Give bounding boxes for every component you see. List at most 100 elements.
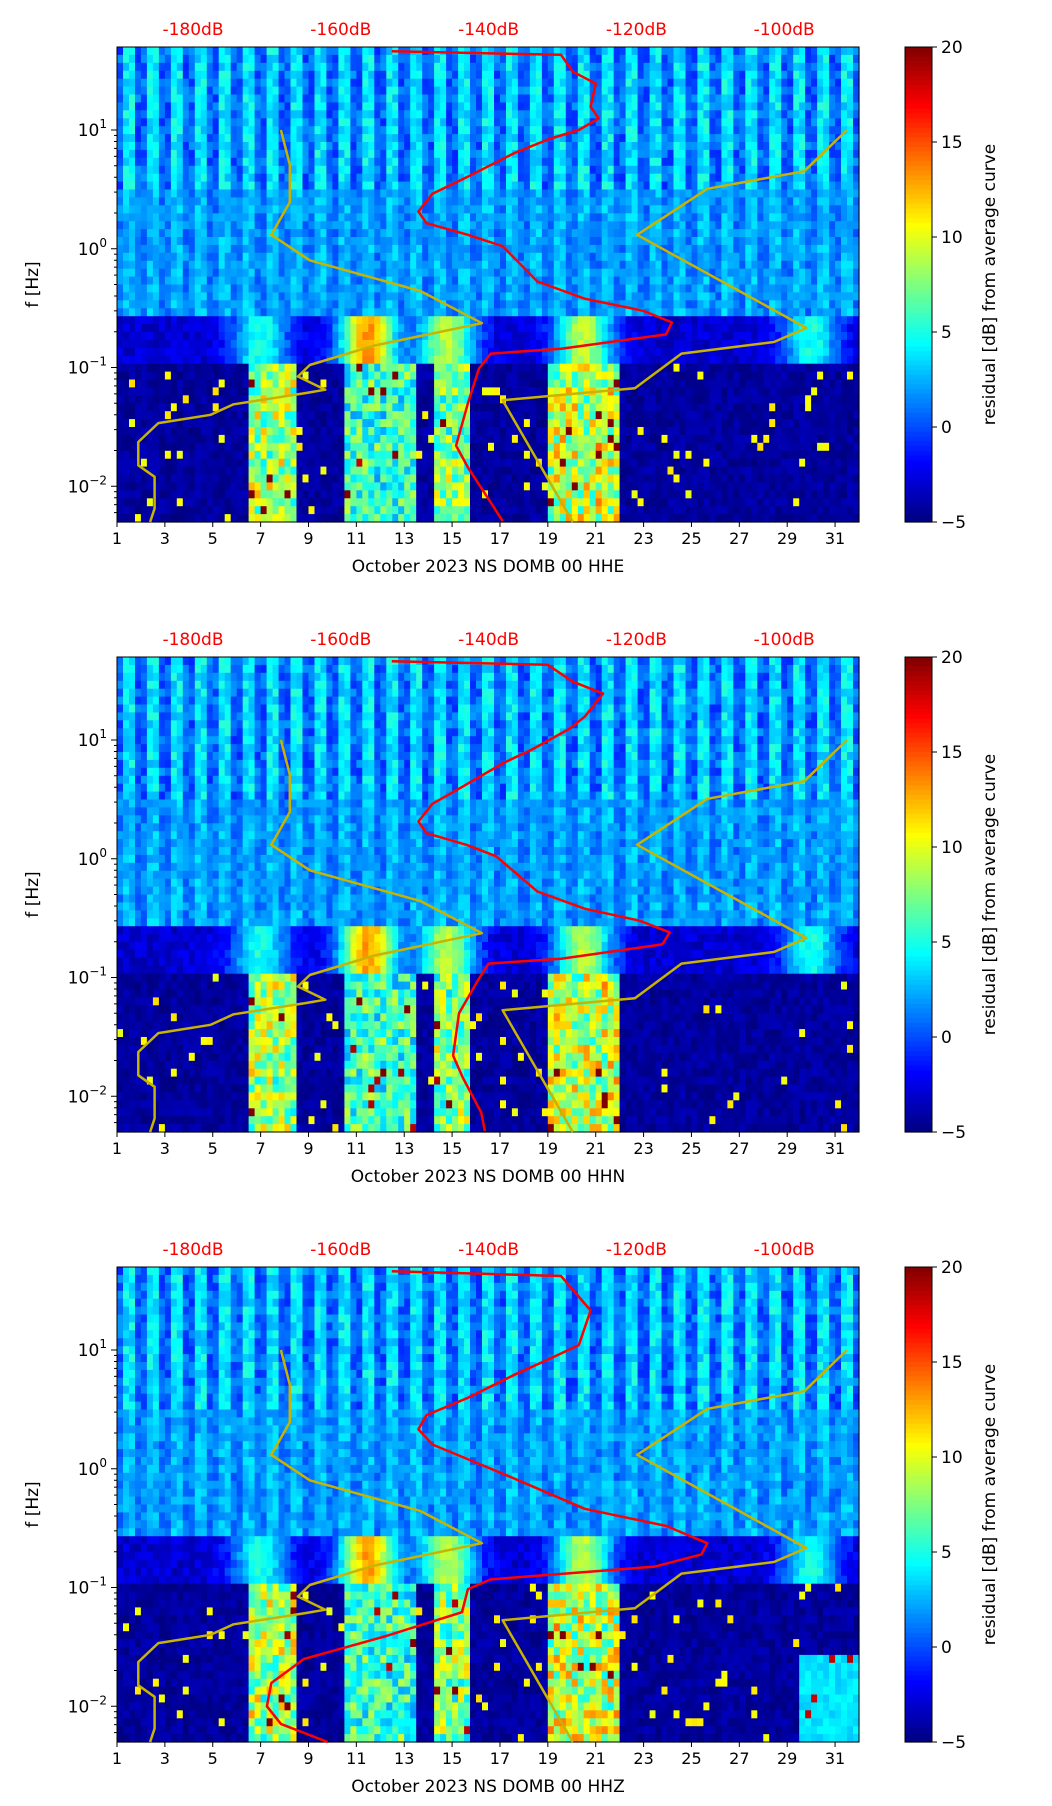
heatmap-cell: [541, 458, 549, 468]
heatmap-cell: [290, 47, 298, 56]
heatmap-cell: [117, 339, 124, 349]
heatmap-cell: [607, 387, 615, 396]
heatmap-cell: [595, 189, 603, 198]
heatmap-cell: [482, 94, 489, 103]
heatmap-cell: [595, 110, 603, 119]
heatmap-cell: [583, 213, 591, 222]
heatmap-cell: [200, 450, 208, 460]
heatmap-cell: [428, 403, 435, 412]
heatmap-cell: [152, 276, 160, 286]
heatmap-cell: [470, 221, 477, 230]
heatmap-cell: [434, 292, 441, 301]
heatmap-cell: [146, 205, 154, 214]
heatmap-cell: [547, 268, 555, 278]
heatmap-cell: [541, 482, 549, 491]
heatmap-cell: [350, 149, 357, 159]
heatmap-cell: [194, 86, 202, 96]
heatmap-cell: [278, 442, 286, 452]
heatmap-cell: [380, 181, 387, 191]
heatmap-cell: [404, 379, 411, 388]
heatmap-cell: [488, 482, 495, 491]
heatmap-cell: [565, 189, 573, 198]
heatmap-cell: [218, 347, 226, 357]
heatmap-cell: [517, 466, 525, 476]
heatmap-cell: [272, 102, 280, 111]
heatmap-cell: [170, 466, 178, 476]
heatmap-cell: [559, 213, 567, 222]
heatmap-cell: [547, 387, 555, 396]
heatmap-cell: [129, 70, 136, 80]
heatmap-cell: [123, 363, 130, 373]
heatmap-cell: [236, 379, 244, 388]
heatmap-cell: [135, 300, 142, 309]
heatmap-cell: [206, 197, 214, 206]
heatmap-cell: [164, 149, 172, 159]
heatmap-cell: [446, 339, 453, 349]
heatmap-cell: [565, 371, 573, 381]
heatmap-cell: [494, 173, 501, 183]
heatmap-cell: [117, 252, 124, 262]
heatmap-cell: [488, 149, 495, 159]
heatmap-cell: [332, 268, 339, 278]
heatmap-cell: [458, 403, 465, 412]
heatmap-cell: [344, 221, 351, 230]
heatmap-cell: [446, 292, 453, 301]
heatmap-cell: [398, 339, 405, 349]
heatmap-cell: [362, 339, 369, 349]
heatmap-cell: [326, 213, 333, 222]
heatmap-cell: [117, 221, 124, 230]
heatmap-cell: [194, 324, 202, 333]
heatmap-cell: [446, 134, 453, 143]
heatmap-cell: [314, 62, 322, 72]
heatmap-cell: [547, 62, 555, 72]
heatmap-cell: [535, 62, 543, 72]
heatmap-cell: [601, 260, 609, 270]
heatmap-cell: [296, 252, 304, 262]
heatmap-cell: [194, 260, 202, 270]
heatmap-cell: [547, 450, 555, 460]
heatmap-cell: [434, 316, 441, 325]
heatmap-cell: [212, 482, 220, 491]
heatmap-cell: [164, 498, 172, 507]
heatmap-cell: [547, 458, 555, 468]
heatmap-cell: [332, 181, 339, 191]
heatmap-cell: [553, 197, 561, 206]
heatmap-cell: [500, 86, 507, 96]
heatmap-cell: [458, 244, 465, 254]
heatmap-cell: [523, 490, 531, 499]
heatmap-cell: [152, 466, 160, 476]
heatmap-cell: [553, 514, 561, 523]
heatmap-cell: [458, 118, 465, 127]
heatmap-cell: [559, 339, 567, 349]
heatmap-cell: [164, 157, 172, 167]
heatmap-cell: [236, 213, 244, 222]
heatmap-cell: [152, 54, 160, 64]
heatmap-cell: [410, 221, 417, 230]
heatmap-cell: [434, 54, 441, 64]
heatmap-cell: [332, 482, 339, 491]
heatmap-cell: [452, 221, 459, 230]
heatmap-cell: [212, 244, 220, 254]
heatmap-cell: [464, 490, 471, 499]
heatmap-cell: [308, 434, 316, 444]
heatmap-cell: [565, 514, 573, 523]
heatmap-cell: [589, 237, 597, 246]
heatmap-cell: [302, 221, 310, 230]
heatmap-cell: [589, 490, 597, 499]
heatmap-cell: [135, 434, 142, 444]
heatmap-cell: [517, 229, 525, 238]
heatmap-cell: [440, 102, 447, 111]
heatmap-cell: [374, 458, 381, 468]
heatmap-cell: [152, 332, 160, 341]
heatmap-cell: [565, 142, 573, 151]
heatmap-cell: [117, 260, 124, 270]
heatmap-cell: [350, 371, 357, 381]
heatmap-cell: [266, 284, 274, 293]
heatmap-cell: [164, 332, 172, 341]
heatmap-cell: [595, 308, 603, 317]
heatmap-cell: [494, 165, 501, 175]
heatmap-cell: [464, 102, 471, 111]
heatmap-cell: [458, 173, 465, 183]
heatmap-cell: [529, 54, 537, 64]
heatmap-cell: [428, 197, 435, 206]
